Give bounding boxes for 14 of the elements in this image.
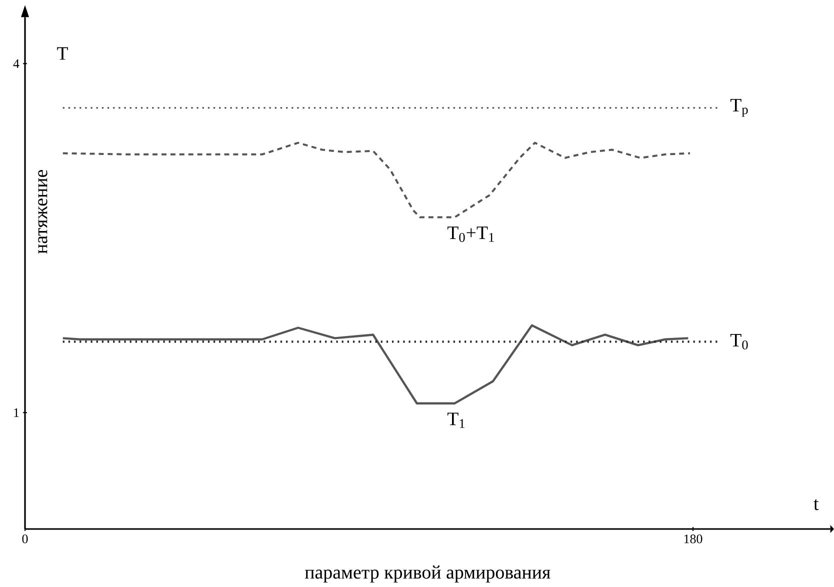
annotation: t bbox=[814, 499, 819, 510]
x-axis-title: параметр кривой армирования bbox=[304, 566, 550, 583]
line-series bbox=[62, 142, 692, 218]
ref-line-label: T$_{р}$ bbox=[730, 98, 748, 117]
series-label: T$_{1}$ bbox=[447, 412, 465, 428]
series-label: T$_{0}$+T$_{1}$ bbox=[447, 226, 494, 242]
annotation: T bbox=[57, 47, 68, 60]
y-axis-title: натяжение bbox=[38, 170, 48, 254]
line-series bbox=[62, 324, 690, 404]
ref-line-label: T$_{0}$ bbox=[730, 334, 748, 350]
x-tick-label: 0 bbox=[22, 534, 28, 544]
y-tick-label: 4 bbox=[13, 59, 20, 68]
y-tick-label: 1 bbox=[14, 408, 19, 417]
x-tick-label: 180 bbox=[684, 534, 702, 544]
